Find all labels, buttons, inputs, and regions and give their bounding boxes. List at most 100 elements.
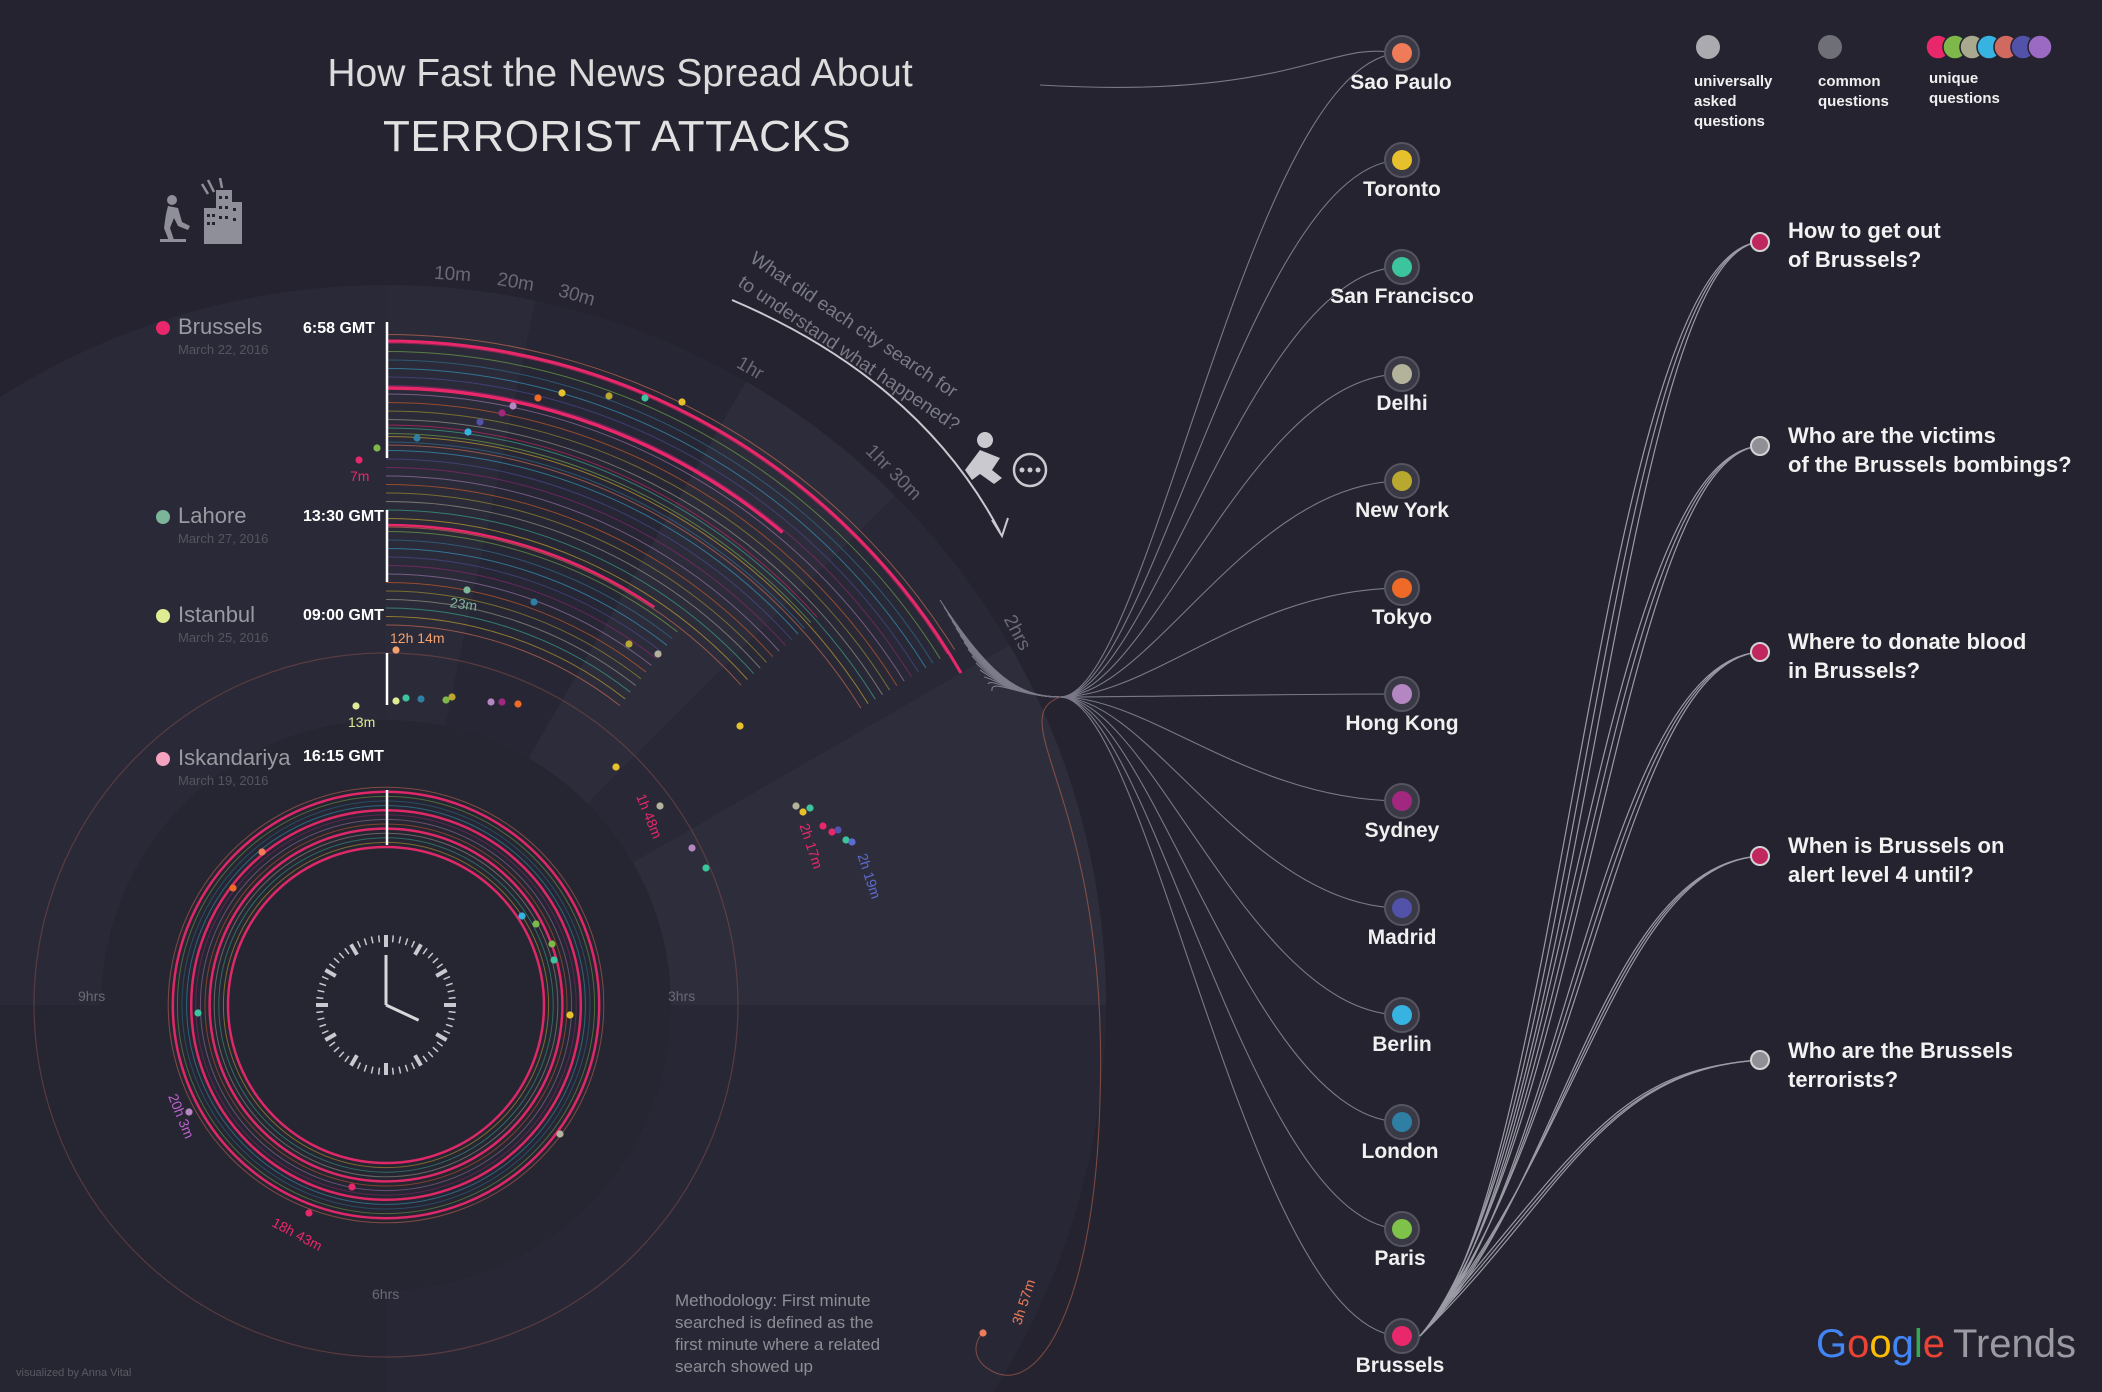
search-dot bbox=[688, 844, 696, 852]
search-dot bbox=[373, 444, 381, 452]
search-dot bbox=[806, 804, 814, 812]
search-dot bbox=[979, 1329, 987, 1337]
search-dot bbox=[530, 598, 538, 606]
clock-tick bbox=[370, 1066, 374, 1074]
question-text: terrorists? bbox=[1788, 1067, 1899, 1092]
clock-tick bbox=[338, 1051, 345, 1058]
search-dot bbox=[654, 650, 662, 658]
search-dot bbox=[476, 418, 484, 426]
search-dot bbox=[550, 956, 558, 964]
arc bbox=[385, 393, 905, 682]
question-text: When is Brussels on bbox=[1788, 833, 2005, 858]
google-wordmark: Google bbox=[1816, 1322, 1945, 1366]
legend-text: questions bbox=[1694, 113, 1765, 130]
clock-tick bbox=[328, 1041, 336, 1047]
question-link bbox=[1419, 651, 1761, 1337]
speech-dot bbox=[1035, 467, 1041, 473]
legend-universal: universally asked questions bbox=[1694, 72, 1772, 132]
search-dot bbox=[442, 696, 450, 704]
clock-tick bbox=[377, 1067, 381, 1075]
clock-tick bbox=[349, 1054, 359, 1067]
clock-tick bbox=[391, 935, 395, 943]
search-dot bbox=[556, 1130, 564, 1138]
search-dot bbox=[678, 398, 686, 406]
clock-tick bbox=[324, 1032, 337, 1042]
search-dot bbox=[848, 838, 856, 846]
clock-tick bbox=[422, 947, 428, 955]
city-node-dot bbox=[1392, 257, 1412, 277]
clock-tick bbox=[422, 1055, 428, 1063]
city-node-dot bbox=[1392, 471, 1412, 491]
event-dot bbox=[156, 321, 170, 335]
sao-paulo-loop bbox=[975, 696, 1102, 1376]
google-letter: o bbox=[1869, 1322, 1892, 1366]
search-dot bbox=[392, 646, 400, 654]
clock-tick bbox=[436, 963, 444, 969]
question-text: of Brussels? bbox=[1788, 247, 1922, 272]
clock-tick bbox=[432, 1046, 439, 1053]
arc bbox=[385, 548, 668, 646]
city-node-dot bbox=[1392, 364, 1412, 384]
clock-tick bbox=[413, 943, 423, 956]
arc bbox=[385, 616, 626, 700]
arc bbox=[385, 518, 748, 680]
flow-line bbox=[1059, 696, 1403, 1230]
clock-tick bbox=[321, 1029, 329, 1035]
question-text: Who are the victims bbox=[1788, 423, 1996, 448]
city-node-dot bbox=[1392, 898, 1412, 918]
istanbul-highlight-arc bbox=[385, 523, 656, 609]
city-node-dot bbox=[1392, 791, 1412, 811]
clock-tick bbox=[328, 963, 336, 969]
search-dot bbox=[842, 836, 850, 844]
event-date: March 22, 2016 bbox=[178, 342, 269, 357]
search-dot bbox=[392, 697, 400, 705]
flow-line bbox=[1059, 696, 1403, 1337]
brussels-main-arc bbox=[385, 339, 963, 674]
flow-line bbox=[1059, 52, 1403, 698]
clock-tick bbox=[338, 952, 345, 959]
clock-tick bbox=[316, 1010, 324, 1014]
arc bbox=[385, 424, 818, 618]
search-dot bbox=[548, 940, 556, 948]
clock-tick bbox=[356, 1062, 362, 1070]
question-link bbox=[1419, 445, 1761, 1337]
arc bbox=[385, 599, 637, 686]
clock-tick bbox=[349, 943, 359, 956]
methodology-text: search showed up bbox=[675, 1357, 813, 1376]
attack-icon bbox=[160, 178, 242, 244]
flow-line bbox=[1059, 587, 1403, 698]
arc bbox=[385, 467, 786, 646]
search-dot bbox=[402, 694, 410, 702]
flow-line bbox=[1059, 696, 1403, 802]
question-get-out: How to get out of Brussels? bbox=[1788, 216, 1941, 274]
city-node-dot bbox=[1392, 150, 1412, 170]
city-label-madrid: Madrid bbox=[1367, 926, 1437, 949]
search-dot bbox=[799, 808, 807, 816]
time-wedges bbox=[0, 285, 1106, 1392]
search-dot bbox=[448, 693, 456, 701]
legend-dot-unique bbox=[2027, 34, 2053, 60]
question-link bbox=[1419, 651, 1761, 1337]
clock-tick bbox=[404, 1064, 409, 1072]
city-label-paris: Paris bbox=[1374, 1247, 1426, 1270]
search-dot bbox=[834, 826, 842, 834]
arc bbox=[385, 556, 663, 653]
question-link bbox=[1419, 1059, 1761, 1337]
arc bbox=[385, 436, 869, 704]
search-dot bbox=[487, 698, 495, 706]
iskandariya-ring bbox=[167, 786, 605, 1224]
arc bbox=[385, 444, 862, 709]
clock-tick bbox=[410, 940, 416, 948]
search-dot bbox=[194, 1009, 202, 1017]
search-dot bbox=[566, 1011, 574, 1019]
question-link bbox=[1419, 855, 1761, 1337]
search-dot bbox=[819, 822, 827, 830]
legend-text: unique bbox=[1929, 70, 1979, 87]
search-dot bbox=[828, 828, 836, 836]
methodology-note: Methodology: First minute searched is de… bbox=[675, 1290, 915, 1378]
question-dot bbox=[1750, 232, 1770, 252]
clock-tick bbox=[377, 935, 381, 943]
search-dot bbox=[464, 428, 472, 436]
